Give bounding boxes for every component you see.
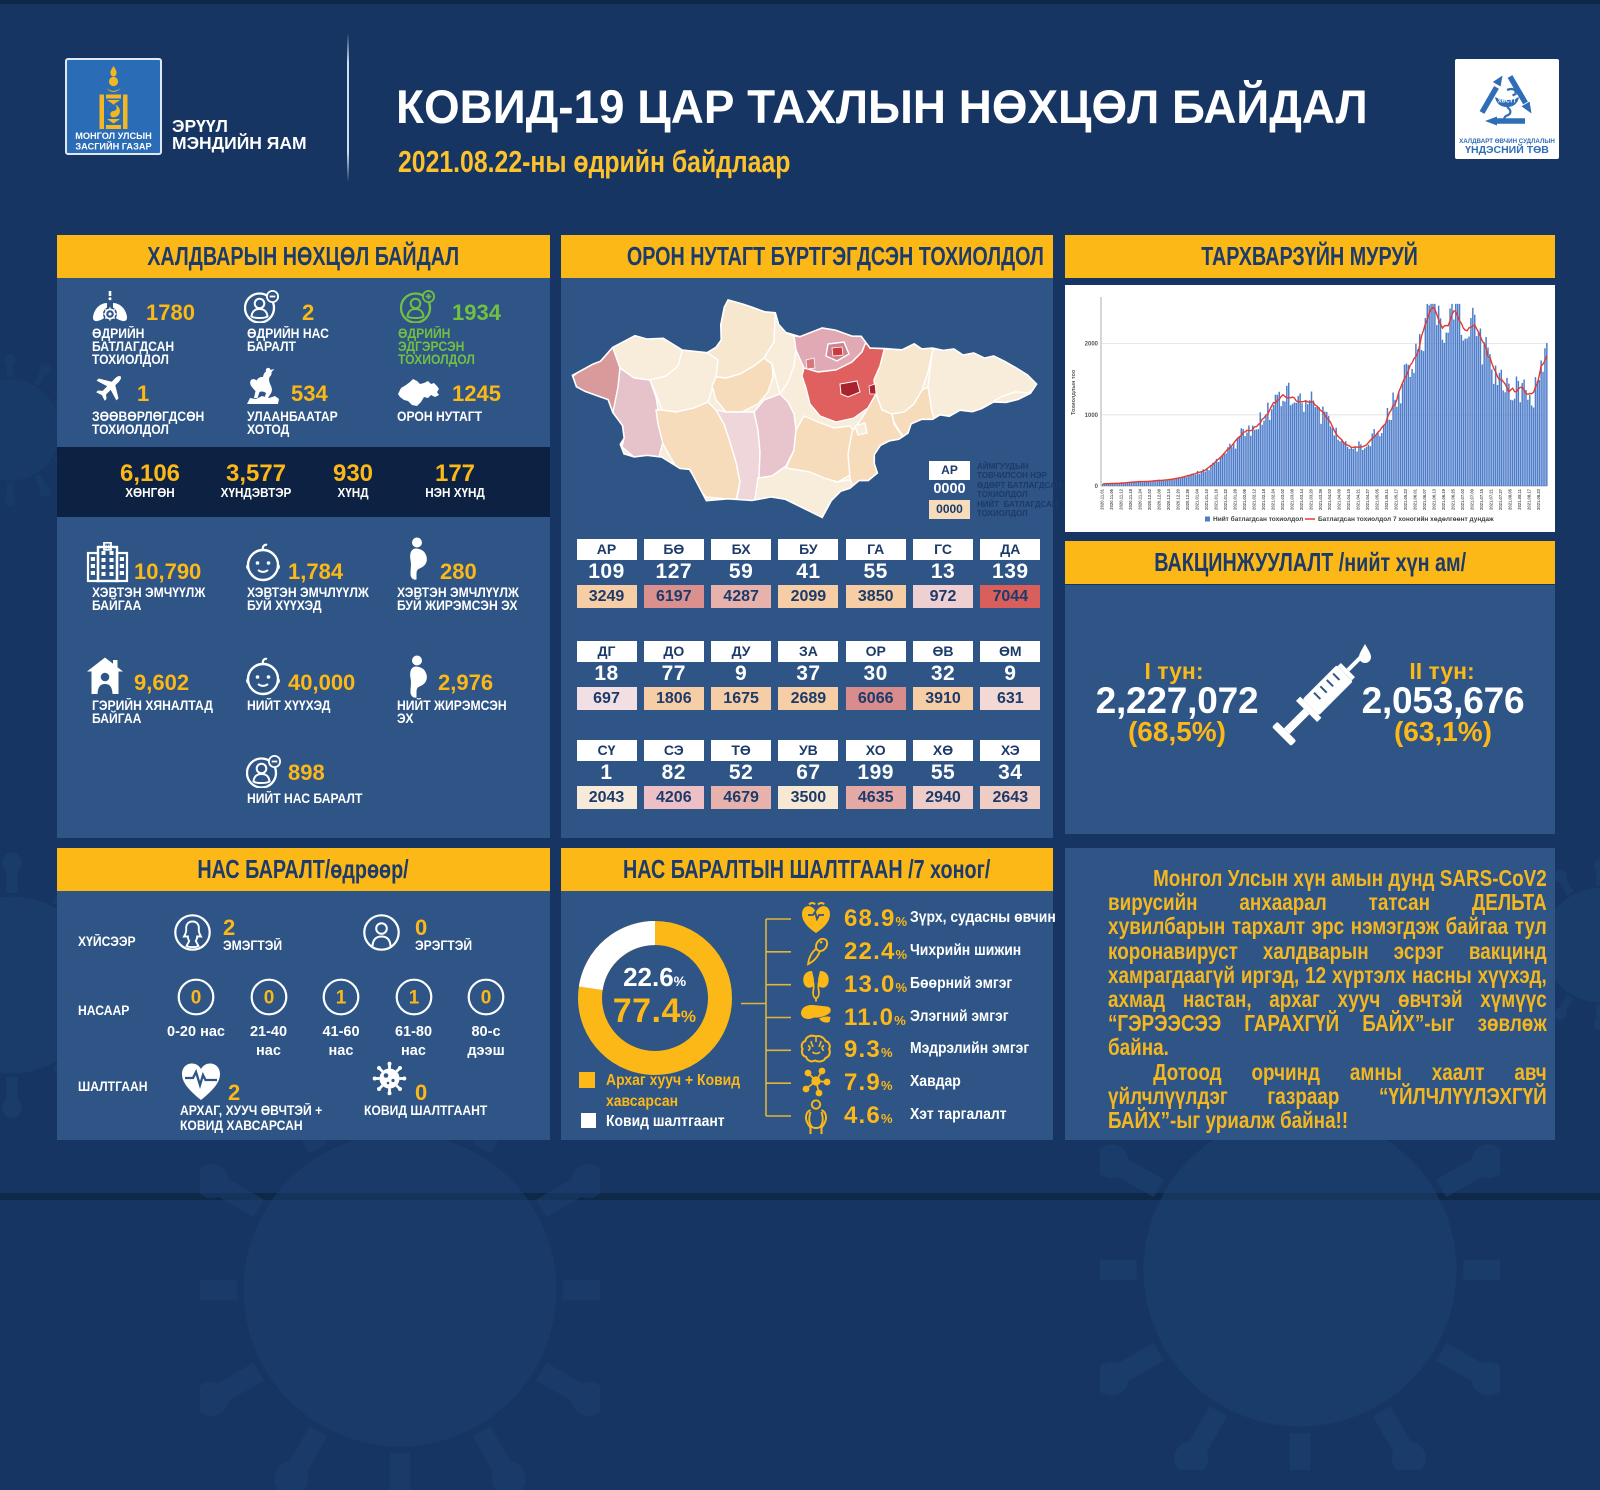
svg-text:ЗАСГИЙН ГАЗАР: ЗАСГИЙН ГАЗАР (75, 141, 151, 152)
svg-text:2021.05.05: 2021.05.05 (1375, 488, 1380, 510)
svg-text:2020.11.24: 2020.11.24 (1138, 488, 1143, 509)
svg-text:2020.12.02: 2020.12.02 (1147, 488, 1152, 510)
svg-text:ХАЛДВАРТ ӨВЧИН СУДЛАЛЫН: ХАЛДВАРТ ӨВЧИН СУДЛАЛЫН (1459, 138, 1555, 145)
svg-text:0: 0 (481, 988, 492, 1009)
svg-text:2021.06.01: 2021.06.01 (1413, 488, 1418, 510)
svg-text:0: 0 (1095, 484, 1099, 490)
svg-text:2021.04.21: 2021.04.21 (1356, 488, 1361, 510)
svg-text:2021.02.12: 2021.02.12 (1251, 488, 1256, 510)
svg-text:2021.06.13: 2021.06.13 (1432, 488, 1437, 510)
svg-text:2021.06.19: 2021.06.19 (1441, 488, 1446, 510)
svg-text:2021.03.26: 2021.03.26 (1318, 488, 1323, 510)
svg-text:2021.01.28: 2021.01.28 (1232, 488, 1237, 510)
svg-text:2021.06.07: 2021.06.07 (1422, 488, 1427, 510)
svg-text:2020.11.06: 2020.11.06 (1109, 488, 1114, 509)
svg-text:2021.01.10: 2021.01.10 (1204, 488, 1209, 510)
svg-text:2020.12.20: 2020.12.20 (1175, 488, 1180, 510)
svg-text:1000: 1000 (1085, 413, 1099, 419)
svg-text:Батлагдсан тохиолдол 7 хоногий: Батлагдсан тохиолдол 7 хоногийн хөдөлгөө… (1318, 515, 1494, 523)
svg-text:2020.12.26: 2020.12.26 (1185, 488, 1190, 510)
svg-text:2021.02.18: 2021.02.18 (1261, 488, 1266, 510)
svg-text:2020.12.08: 2020.12.08 (1156, 488, 1161, 510)
svg-text:2021.03.14: 2021.03.14 (1299, 488, 1304, 510)
svg-text:2000: 2000 (1085, 342, 1099, 348)
svg-text:2021.06.25: 2021.06.25 (1451, 488, 1456, 510)
svg-text:2021.02.06: 2021.02.06 (1242, 488, 1247, 510)
svg-text:2021.03.02: 2021.03.02 (1280, 488, 1285, 510)
svg-text:0: 0 (191, 988, 202, 1009)
svg-text:2021.01.22: 2021.01.22 (1223, 488, 1228, 510)
svg-text:2021.07.27: 2021.07.27 (1498, 488, 1503, 510)
svg-text:2021.04.03: 2021.04.03 (1327, 488, 1332, 510)
svg-text:2021.08.05: 2021.08.05 (1508, 488, 1513, 510)
svg-text:2021.08.23: 2021.08.23 (1536, 488, 1541, 510)
svg-text:2021.05.17: 2021.05.17 (1394, 488, 1399, 510)
svg-text:1: 1 (336, 988, 347, 1009)
svg-text:2021.04.09: 2021.04.09 (1337, 488, 1342, 510)
svg-text:2021.07.15: 2021.07.15 (1479, 488, 1484, 510)
svg-text:2021.05.23: 2021.05.23 (1403, 488, 1408, 510)
svg-text:2021.07.21: 2021.07.21 (1489, 488, 1494, 510)
svg-text:2021.07.03: 2021.07.03 (1460, 488, 1465, 510)
svg-text:2020.11.01: 2020.11.01 (1100, 488, 1105, 509)
svg-text:ҮНДЭСНИЙ ТӨВ: ҮНДЭСНИЙ ТӨВ (1465, 143, 1549, 156)
svg-text:2021.04.27: 2021.04.27 (1365, 488, 1370, 510)
svg-text:H: H (105, 544, 110, 551)
svg-text:2021.02.24: 2021.02.24 (1270, 488, 1275, 510)
svg-text:0: 0 (263, 988, 274, 1009)
svg-text:2021.03.08: 2021.03.08 (1289, 488, 1294, 510)
svg-text:1: 1 (408, 988, 419, 1009)
svg-text:Тохиолдлын тоо: Тохиолдлын тоо (1071, 369, 1077, 415)
svg-text:2020.12.14: 2020.12.14 (1166, 488, 1171, 510)
svg-text:2020.11.12: 2020.11.12 (1119, 488, 1124, 509)
svg-text:2020.11.18: 2020.11.18 (1128, 488, 1133, 509)
svg-text:2021.01.04: 2021.01.04 (1194, 488, 1199, 510)
svg-text:Нийт батлагдсан тохиолдол: Нийт батлагдсан тохиолдол (1213, 515, 1303, 523)
svg-text:МОНГОЛ УЛСЫН: МОНГОЛ УЛСЫН (75, 131, 152, 141)
svg-text:2021.07.09: 2021.07.09 (1470, 488, 1475, 510)
svg-text:2021.05.11: 2021.05.11 (1384, 488, 1389, 509)
svg-text:2021.03.20: 2021.03.20 (1308, 488, 1313, 510)
svg-text:2021.08.11: 2021.08.11 (1517, 488, 1522, 509)
svg-text:2021.04.15: 2021.04.15 (1346, 488, 1351, 510)
svg-text:2021.08.17: 2021.08.17 (1527, 488, 1532, 510)
svg-text:2021.01.16: 2021.01.16 (1213, 488, 1218, 510)
svg-text:ХӨСҮТ: ХӨСҮТ (1498, 99, 1517, 105)
